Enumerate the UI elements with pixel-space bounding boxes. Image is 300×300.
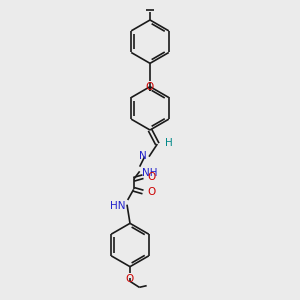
- Text: N: N: [139, 151, 146, 161]
- Text: O: O: [147, 187, 156, 197]
- Text: O: O: [146, 82, 154, 92]
- Text: O: O: [147, 172, 156, 182]
- Text: HN: HN: [110, 201, 126, 211]
- Text: O: O: [126, 274, 134, 284]
- Text: NH: NH: [142, 168, 157, 178]
- Text: H: H: [165, 138, 172, 148]
